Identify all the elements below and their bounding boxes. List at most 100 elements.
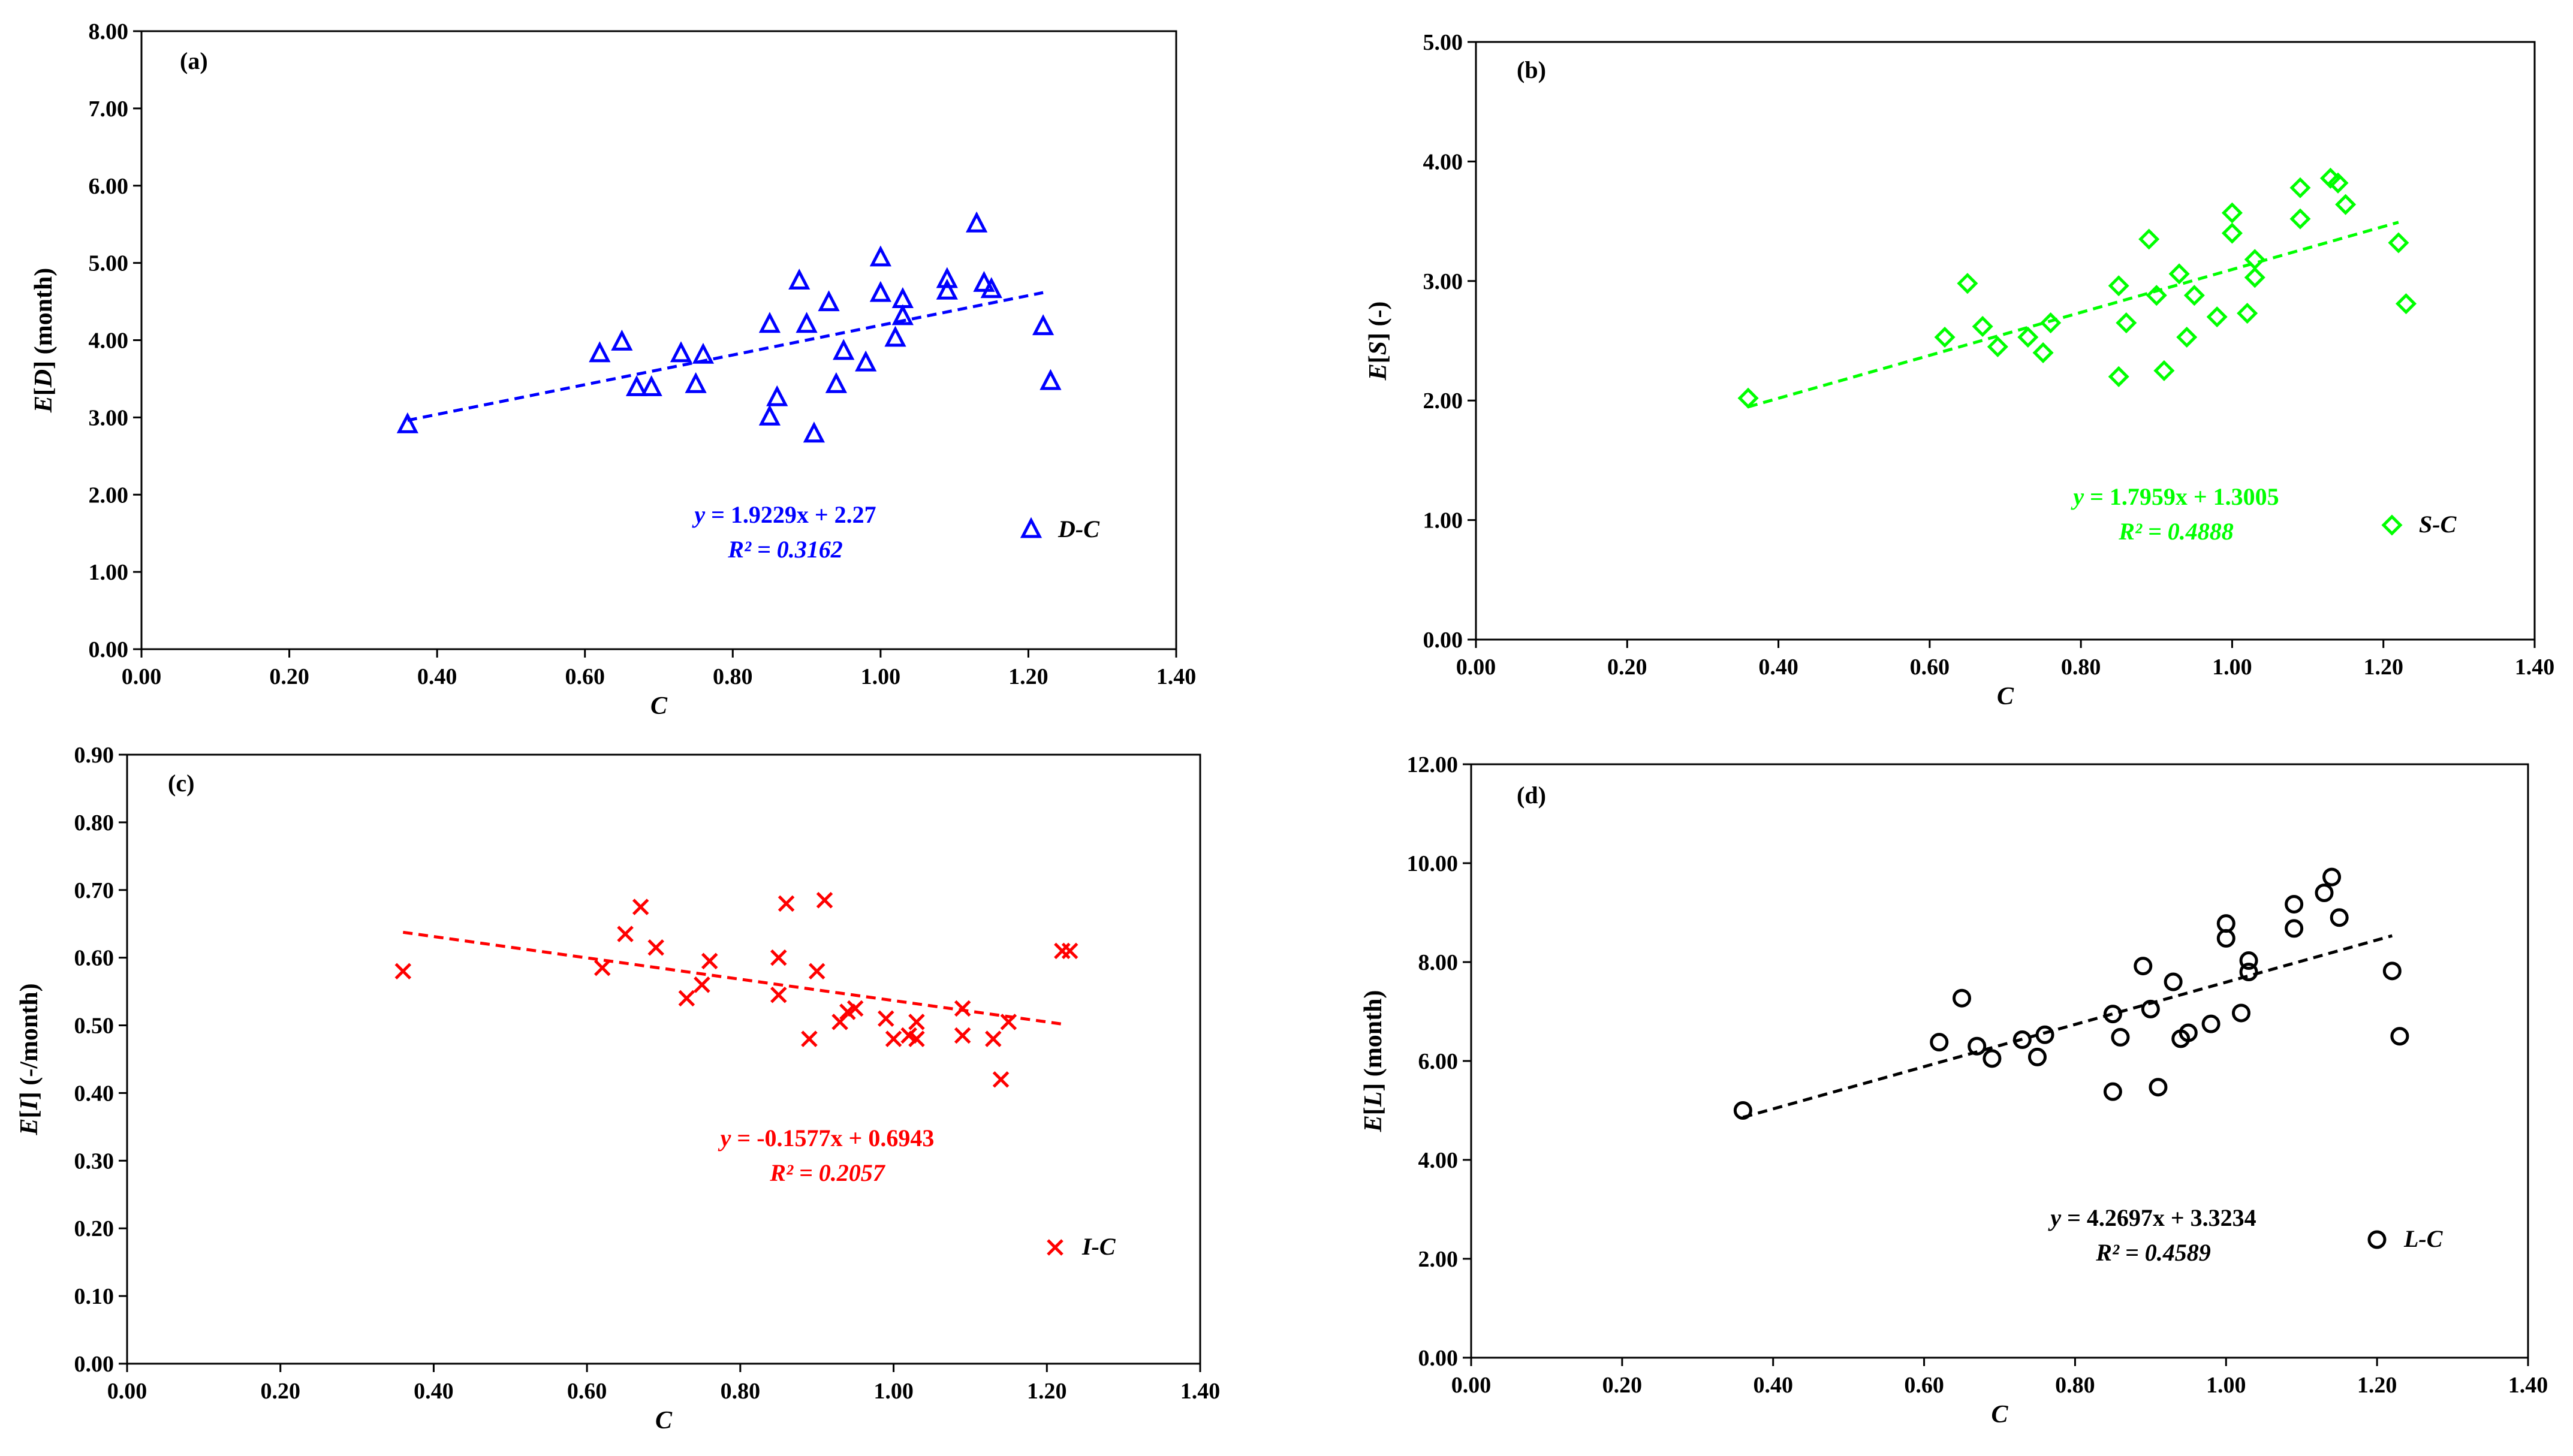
r-squared: R² = 0.4888 bbox=[2118, 518, 2233, 545]
data-point-21 bbox=[908, 1014, 925, 1030]
data-point-27 bbox=[1054, 942, 1071, 960]
trend-line bbox=[1742, 934, 2393, 1119]
data-point-21 bbox=[2239, 951, 2258, 970]
x-tick-label: 1.40 bbox=[2508, 1373, 2548, 1398]
legend-marker bbox=[1020, 517, 1043, 538]
data-point-10 bbox=[2111, 1027, 2130, 1047]
data-point-18 bbox=[2221, 202, 2243, 224]
r-squared: R² = 0.3162 bbox=[727, 536, 842, 563]
y-tick-label: 6.00 bbox=[89, 174, 129, 199]
x-tick-label: 0.60 bbox=[567, 1379, 607, 1404]
data-point-16 bbox=[2183, 285, 2205, 306]
x-tick-label: 1.20 bbox=[1027, 1379, 1067, 1404]
data-point-20 bbox=[2237, 303, 2258, 324]
legend-marker bbox=[1047, 1239, 1063, 1256]
data-point-10 bbox=[2116, 312, 2137, 334]
y-tick-label: 0.40 bbox=[74, 1081, 115, 1106]
data-point-5 bbox=[2012, 1030, 2032, 1050]
data-point-24 bbox=[985, 1030, 1002, 1047]
x-tick-label: 1.00 bbox=[861, 664, 901, 689]
x-tick-label: 0.40 bbox=[414, 1379, 454, 1404]
data-point-9 bbox=[758, 404, 781, 426]
data-point-25 bbox=[2315, 884, 2334, 902]
y-tick-label: 2.00 bbox=[1418, 1247, 1459, 1272]
y-tick-label: 0.00 bbox=[89, 637, 129, 662]
x-tick-label: 0.40 bbox=[1753, 1373, 1793, 1398]
data-point-1 bbox=[1930, 1033, 1949, 1052]
data-point-17 bbox=[2206, 306, 2228, 328]
x-tick-label: 1.40 bbox=[1180, 1379, 1221, 1404]
data-point-29 bbox=[2396, 293, 2417, 315]
trend-equation: y = -0.1577x + 0.6943 bbox=[718, 1125, 935, 1151]
x-tick-label: 1.00 bbox=[2212, 655, 2252, 680]
data-point-14 bbox=[2168, 263, 2190, 285]
data-point-9 bbox=[2108, 366, 2129, 387]
data-point-13 bbox=[816, 891, 833, 909]
x-tick-label: 0.80 bbox=[2061, 655, 2101, 680]
x-tick-label: 0.00 bbox=[1451, 1373, 1492, 1398]
x-tick-label: 0.00 bbox=[1456, 655, 1496, 680]
data-point-23 bbox=[2285, 894, 2304, 914]
data-point-23 bbox=[936, 267, 958, 288]
data-point-14 bbox=[818, 290, 840, 312]
data-point-12 bbox=[2146, 285, 2167, 306]
data-point-28 bbox=[2388, 232, 2409, 254]
x-tick-label: 0.60 bbox=[1904, 1373, 1944, 1398]
data-point-11 bbox=[2134, 957, 2153, 976]
data-point-23 bbox=[2289, 177, 2311, 198]
y-tick-label: 2.00 bbox=[89, 483, 129, 508]
data-point-22 bbox=[954, 1000, 971, 1017]
x-tick-label: 0.00 bbox=[122, 664, 162, 689]
y-axis-label: E[S] (-) bbox=[1364, 302, 1392, 381]
y-tick-label: 0.80 bbox=[74, 810, 115, 836]
data-point-12 bbox=[796, 312, 818, 333]
data-point-4 bbox=[640, 375, 662, 396]
x-axis-label: C bbox=[650, 692, 668, 720]
panel-label: (a) bbox=[180, 47, 208, 74]
x-tick-label: 1.00 bbox=[873, 1379, 914, 1404]
x-axis-label: C bbox=[1991, 1401, 2008, 1428]
trend-equation: y = 4.2697x + 3.3234 bbox=[2048, 1204, 2256, 1231]
data-point-28 bbox=[1032, 314, 1054, 336]
y-tick-label: 0.00 bbox=[1423, 628, 1463, 653]
y-tick-label: 0.50 bbox=[74, 1014, 115, 1039]
data-point-14 bbox=[831, 1014, 848, 1030]
y-axis-label: E[I] (-/month) bbox=[16, 983, 43, 1135]
data-point-18 bbox=[885, 1030, 902, 1047]
y-tick-label: 2.00 bbox=[1423, 388, 1463, 414]
data-point-5 bbox=[678, 990, 695, 1007]
y-tick-label: 8.00 bbox=[1418, 950, 1459, 975]
data-point-24 bbox=[936, 278, 958, 300]
x-tick-label: 0.20 bbox=[269, 664, 309, 689]
data-point-29 bbox=[2390, 1027, 2409, 1046]
data-point-19 bbox=[2221, 222, 2243, 244]
x-tick-label: 1.00 bbox=[2206, 1373, 2246, 1398]
data-point-12 bbox=[808, 963, 825, 980]
data-point-7 bbox=[701, 952, 718, 970]
data-point-1 bbox=[589, 341, 611, 363]
y-tick-label: 3.00 bbox=[89, 405, 129, 430]
chart-panel-a: 0.00 0.20 0.40 0.60 0.80 1.00 1.20 1.40 0.00 1.00… bbox=[30, 19, 1196, 720]
y-tick-label: 0.00 bbox=[1418, 1346, 1459, 1371]
trend-line bbox=[1748, 221, 2399, 409]
x-tick-label: 1.40 bbox=[1156, 664, 1197, 689]
data-point-5 bbox=[2017, 326, 2039, 348]
legend-label: S-C bbox=[2419, 511, 2457, 538]
data-point-3 bbox=[1972, 316, 1993, 337]
data-point-26 bbox=[1000, 1014, 1017, 1030]
data-point-17 bbox=[855, 350, 877, 372]
x-tick-label: 1.20 bbox=[2363, 655, 2403, 680]
data-point-28 bbox=[2382, 961, 2402, 981]
data-point-16 bbox=[833, 339, 855, 360]
data-point-9 bbox=[2103, 1082, 2122, 1101]
y-tick-label: 0.00 bbox=[74, 1352, 115, 1377]
trend-line bbox=[407, 291, 1044, 422]
data-point-20 bbox=[884, 325, 906, 347]
y-tick-label: 6.00 bbox=[1418, 1049, 1459, 1074]
plot-frame bbox=[126, 753, 1201, 1365]
data-point-0 bbox=[396, 412, 418, 433]
data-point-11 bbox=[788, 269, 811, 290]
data-point-12 bbox=[2141, 999, 2160, 1018]
data-point-18 bbox=[2216, 914, 2235, 933]
data-point-20 bbox=[908, 1030, 925, 1047]
